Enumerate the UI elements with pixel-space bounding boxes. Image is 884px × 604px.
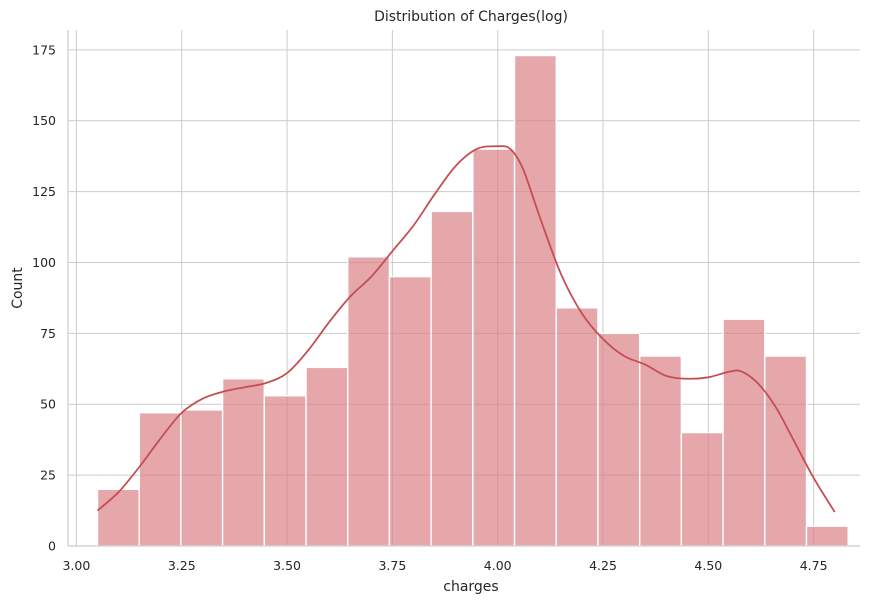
y-tick-label: 125 [32, 184, 56, 199]
x-tick-label: 4.00 [484, 558, 512, 573]
x-tick-label: 4.50 [694, 558, 722, 573]
y-tick-label: 25 [40, 468, 56, 483]
y-tick-label: 0 [48, 539, 56, 554]
x-tick-label: 3.75 [378, 558, 406, 573]
histogram-bar-2 [180, 409, 224, 547]
x-tick-labels: 3.00 3.25 3.50 3.75 4.00 4.25 4.50 4.75 [63, 558, 828, 573]
kde-curve-layer [96, 145, 836, 513]
y-axis-title: Count [10, 267, 26, 309]
histogram-bar-6 [347, 256, 391, 547]
y-tick-label: 175 [32, 42, 56, 57]
x-axis-title: charges [443, 579, 498, 595]
x-tick-label: 3.25 [168, 558, 196, 573]
x-tick-label: 3.50 [273, 558, 301, 573]
histogram-bar-10 [513, 54, 557, 547]
histogram-bar-9 [472, 148, 516, 547]
histogram-bars [96, 54, 849, 547]
y-tick-label: 50 [40, 397, 56, 412]
histogram-bar-3 [221, 378, 266, 547]
x-tick-label: 4.25 [589, 558, 617, 573]
kde-curve [96, 145, 836, 513]
histogram-bar-7 [388, 275, 432, 547]
histogram-bar-5 [305, 366, 349, 547]
y-tick-label: 75 [40, 326, 56, 341]
y-tick-labels: 0 25 50 75 100 125 150 175 [32, 42, 56, 553]
histogram-bar-8 [430, 210, 474, 547]
histogram-bar-4 [263, 395, 307, 547]
y-tick-label: 150 [32, 113, 56, 128]
y-tick-label: 100 [32, 255, 56, 270]
histogram-bar-0 [96, 488, 140, 547]
histogram-bar-14 [680, 431, 724, 547]
chart-title: Distribution of Charges(log) [374, 9, 568, 25]
axis-spines [67, 30, 860, 547]
histogram-bar-13 [638, 355, 683, 547]
histogram-bar-17 [805, 525, 849, 547]
histogram-bar-12 [597, 332, 641, 547]
histogram-bar-1 [138, 412, 182, 547]
histogram-bar-15 [722, 318, 766, 547]
x-tick-label: 4.75 [800, 558, 828, 573]
x-tick-label: 3.00 [63, 558, 91, 573]
histogram-bar-11 [555, 307, 599, 547]
